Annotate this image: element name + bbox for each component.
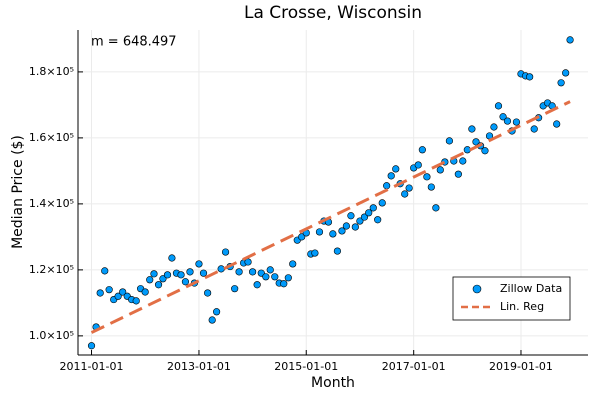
legend-marker	[472, 284, 482, 294]
scatter-point	[472, 138, 480, 146]
scatter-point	[436, 166, 444, 174]
scatter-point	[298, 233, 306, 241]
scatter-point	[503, 117, 512, 125]
legend-label: Lin. Reg	[500, 300, 544, 313]
scatter-point	[392, 165, 400, 173]
scatter-point	[87, 342, 96, 350]
scatter-point	[557, 79, 565, 87]
scatter-point	[566, 36, 574, 44]
legend-box	[452, 276, 571, 321]
y-tick-label: 1.6×10⁵	[29, 131, 74, 144]
scatter-point	[262, 273, 270, 281]
scatter-point	[311, 249, 319, 257]
scatter-point	[159, 275, 167, 283]
scatter-point	[481, 147, 489, 155]
x-tick-label: 2019-01-01	[489, 360, 553, 373]
scatter-point	[494, 102, 503, 110]
y-tick-label: 1.8×10⁵	[29, 65, 74, 78]
scatter-point	[181, 278, 190, 286]
scatter-point	[383, 182, 391, 190]
scatter-point	[468, 125, 476, 133]
scatter-point	[414, 161, 422, 169]
regression-line	[90, 100, 571, 334]
x-tick-label: 2015-01-01	[274, 360, 338, 373]
scatter-point	[432, 204, 440, 212]
scatter-point	[199, 269, 208, 277]
x-tick-label: 2017-01-01	[382, 360, 446, 373]
scatter-point	[280, 280, 288, 288]
scatter-point	[315, 228, 324, 236]
scatter-point	[231, 285, 239, 293]
scatter-point	[530, 125, 538, 133]
scatter-point	[333, 247, 342, 255]
scatter-point	[266, 266, 274, 274]
scatter-point	[365, 209, 373, 217]
scatter-point	[374, 216, 382, 224]
scatter-point	[445, 137, 454, 145]
scatter-point	[249, 268, 257, 276]
scatter-point	[235, 268, 243, 276]
scatter-point	[204, 289, 212, 297]
scatter-point	[284, 274, 292, 282]
scatter-point	[526, 73, 534, 81]
y-tick-label: 1.2×10⁵	[29, 263, 74, 276]
scatter-point	[212, 308, 221, 316]
scatter-point	[114, 292, 122, 300]
scatter-point	[405, 184, 413, 192]
scatter-point	[119, 288, 127, 296]
scatter-point	[423, 173, 431, 181]
chart-title: La Crosse, Wisconsin	[244, 3, 422, 23]
scatter-point	[562, 69, 570, 77]
scatter-point	[195, 260, 203, 268]
scatter-point	[329, 230, 337, 238]
scatter-point	[459, 157, 467, 165]
scatter-point	[351, 223, 359, 231]
scatter-point	[186, 268, 194, 276]
scatter-point	[217, 265, 225, 273]
scatter-point	[221, 248, 230, 256]
scatter-point	[378, 199, 386, 207]
scatter-point	[342, 222, 350, 230]
scatter-point	[168, 254, 176, 262]
y-tick-label: 1.4×10⁵	[29, 197, 74, 210]
scatter-point	[177, 271, 185, 279]
annotation: m = 648.497	[91, 35, 177, 50]
scatter-point	[369, 204, 377, 212]
x-axis-label: Month	[311, 375, 355, 391]
scatter-point	[454, 170, 462, 178]
scatter-point	[271, 273, 279, 281]
scatter-point	[338, 227, 346, 235]
scatter-point	[132, 297, 140, 305]
legend-label: Zillow Data	[500, 282, 562, 295]
scatter-point	[418, 146, 426, 154]
y-axis-label: Median Price ($)	[10, 135, 26, 249]
scatter-point	[96, 289, 104, 297]
scatter-point	[387, 172, 395, 180]
scatter-point	[253, 281, 261, 289]
scatter-point	[512, 118, 521, 126]
scatter-point	[360, 213, 369, 221]
scatter-point	[463, 146, 471, 154]
scatter-point	[499, 113, 507, 121]
scatter-point	[208, 316, 216, 324]
scatter-point	[553, 120, 561, 128]
scatter-point	[141, 288, 149, 296]
scatter-point	[289, 260, 297, 268]
scatter-point	[101, 267, 109, 275]
scatter-point	[427, 183, 435, 191]
scatter-point	[105, 286, 113, 294]
y-tick-label: 1.0×10⁵	[29, 329, 74, 342]
scatter-point	[356, 217, 364, 225]
x-tick-label: 2011-01-01	[60, 360, 124, 373]
scatter-point	[150, 270, 158, 278]
x-tick-label: 2013-01-01	[167, 360, 231, 373]
scatter-point	[401, 190, 409, 198]
scatter-point	[146, 276, 154, 284]
scatter-point	[347, 212, 355, 220]
scatter-point	[490, 123, 498, 131]
scatter-point	[154, 281, 163, 289]
scatter-point	[163, 271, 172, 279]
